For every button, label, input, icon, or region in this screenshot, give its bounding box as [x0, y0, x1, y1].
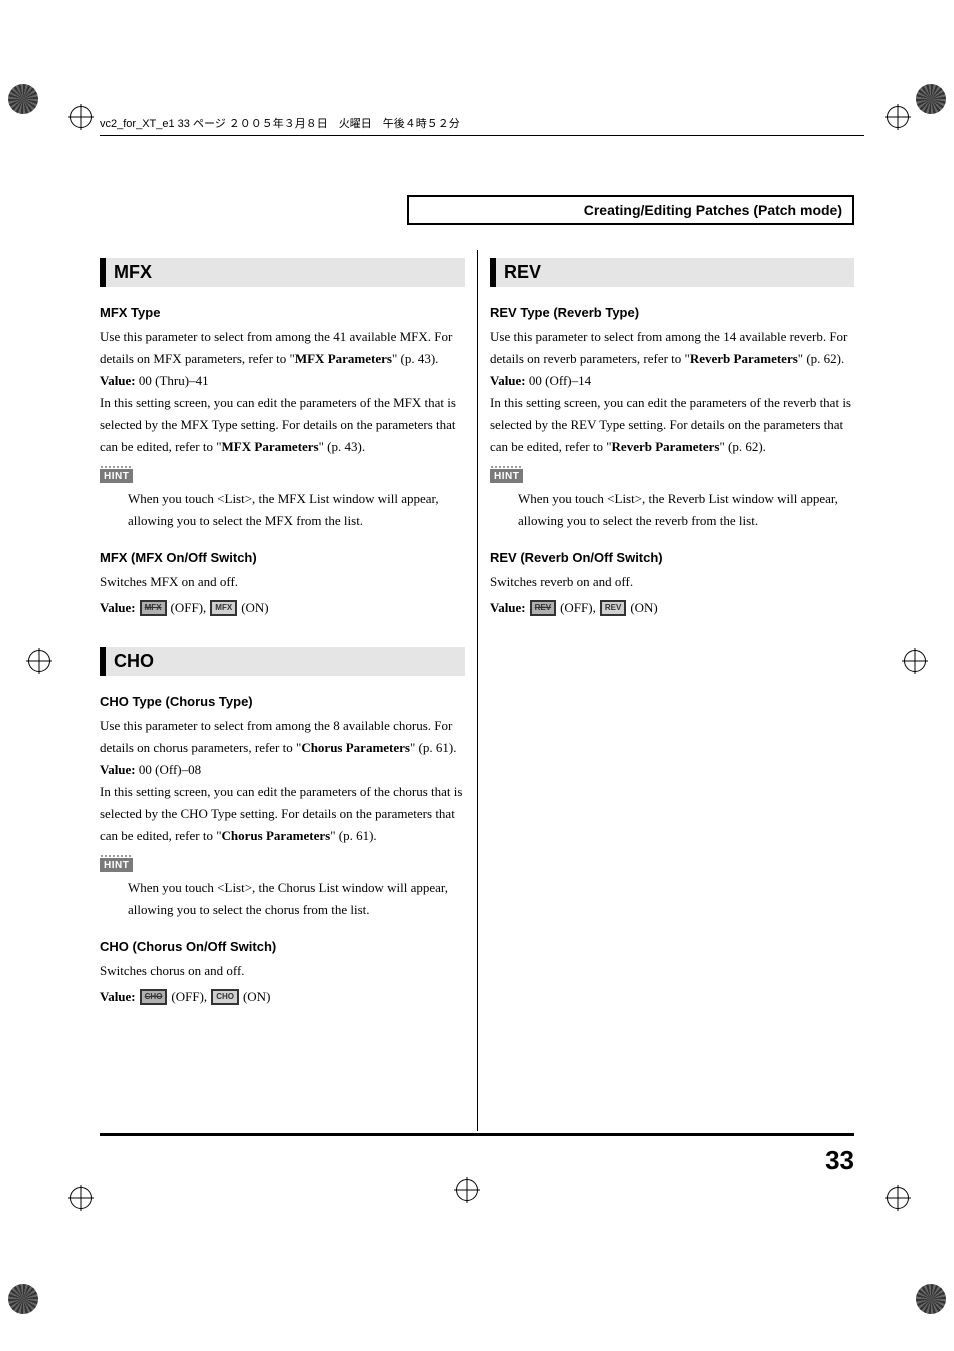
cho-type-text: Use this parameter to select from among … [100, 715, 465, 759]
value-label: Value: [100, 597, 136, 619]
hint-icon: HINT [100, 858, 133, 872]
right-column: REV REV Type (Reverb Type) Use this para… [477, 250, 854, 1131]
content-area: MFX MFX Type Use this parameter to selec… [100, 250, 854, 1131]
registration-mark-icon [28, 650, 50, 672]
mfx-switch-text: Switches MFX on and off. [100, 571, 465, 593]
crop-mark-icon [8, 84, 38, 114]
rev-type-text: Use this parameter to select from among … [490, 326, 854, 370]
text: (OFF), [560, 597, 596, 619]
text: " (p. 62). [798, 351, 844, 366]
mfx-switch-heading: MFX (MFX On/Off Switch) [100, 550, 465, 565]
value-range: 00 (Off)–14 [526, 373, 591, 388]
rev-type-text2: In this setting screen, you can edit the… [490, 392, 854, 458]
rev-heading: REV [490, 258, 854, 287]
text: " (p. 61). [410, 740, 456, 755]
value-label: Value: [100, 986, 136, 1008]
registration-mark-icon [904, 650, 926, 672]
footer-rule [100, 1133, 854, 1136]
text: (ON) [630, 597, 657, 619]
cho-off-icon: CHO [140, 989, 168, 1005]
mfx-switch-value: Value: MFX (OFF), MFX (ON) [100, 597, 465, 619]
text: (OFF), [171, 986, 207, 1008]
hint-icon: HINT [490, 469, 523, 483]
text-bold: Reverb Parameters [612, 439, 720, 454]
text: (ON) [243, 986, 270, 1008]
rev-switch-heading: REV (Reverb On/Off Switch) [490, 550, 854, 565]
text-bold: Chorus Parameters [301, 740, 410, 755]
rev-type-heading: REV Type (Reverb Type) [490, 305, 854, 320]
mfx-off-icon: MFX [140, 600, 167, 616]
left-column: MFX MFX Type Use this parameter to selec… [100, 250, 477, 1131]
cho-on-icon: CHO [211, 989, 239, 1005]
text-bold: Reverb Parameters [690, 351, 798, 366]
cho-switch-text: Switches chorus on and off. [100, 960, 465, 982]
mfx-type-text: Use this parameter to select from among … [100, 326, 465, 370]
rev-switch-value: Value: REV (OFF), REV (ON) [490, 597, 854, 619]
text: " (p. 61). [330, 828, 376, 843]
rev-on-icon: REV [600, 600, 626, 616]
registration-mark-icon [887, 106, 909, 128]
value-label: Value: [490, 373, 526, 388]
rev-switch-text: Switches reverb on and off. [490, 571, 854, 593]
registration-mark-icon [887, 1187, 909, 1209]
registration-mark-icon [456, 1179, 478, 1201]
text: " (p. 43). [319, 439, 365, 454]
hint-icon: HINT [100, 469, 133, 483]
crop-mark-icon [916, 84, 946, 114]
rev-off-icon: REV [530, 600, 556, 616]
value-label: Value: [100, 373, 136, 388]
cho-hint-text: When you touch <List>, the Chorus List w… [100, 877, 465, 921]
page-title: Creating/Editing Patches (Patch mode) [407, 195, 854, 225]
crop-mark-icon [916, 1284, 946, 1314]
value-label: Value: [490, 597, 526, 619]
cho-switch-value: Value: CHO (OFF), CHO (ON) [100, 986, 465, 1008]
crop-mark-icon [8, 1284, 38, 1314]
page-number: 33 [825, 1145, 854, 1176]
mfx-hint-text: When you touch <List>, the MFX List wind… [100, 488, 465, 532]
value-range: 00 (Thru)–41 [136, 373, 209, 388]
header-meta-text: vc2_for_XT_e1 33 ページ ２００５年３月８日 火曜日 午後４時５… [100, 115, 864, 136]
text-bold: Chorus Parameters [222, 828, 331, 843]
cho-switch-heading: CHO (Chorus On/Off Switch) [100, 939, 465, 954]
registration-mark-icon [70, 106, 92, 128]
registration-mark-icon [70, 1187, 92, 1209]
value-label: Value: [100, 762, 136, 777]
mfx-type-text2: In this setting screen, you can edit the… [100, 392, 465, 458]
text-bold: MFX Parameters [295, 351, 392, 366]
cho-heading: CHO [100, 647, 465, 676]
mfx-type-heading: MFX Type [100, 305, 465, 320]
mfx-heading: MFX [100, 258, 465, 287]
text: (ON) [241, 597, 268, 619]
rev-hint-text: When you touch <List>, the Reverb List w… [490, 488, 854, 532]
text: (OFF), [171, 597, 207, 619]
text: " (p. 62). [719, 439, 765, 454]
text-bold: MFX Parameters [222, 439, 319, 454]
mfx-value-line: Value: 00 (Thru)–41 [100, 370, 465, 392]
rev-value-line: Value: 00 (Off)–14 [490, 370, 854, 392]
cho-type-text2: In this setting screen, you can edit the… [100, 781, 465, 847]
cho-type-heading: CHO Type (Chorus Type) [100, 694, 465, 709]
cho-value-line: Value: 00 (Off)–08 [100, 759, 465, 781]
value-range: 00 (Off)–08 [136, 762, 201, 777]
mfx-on-icon: MFX [210, 600, 237, 616]
text: " (p. 43). [392, 351, 438, 366]
